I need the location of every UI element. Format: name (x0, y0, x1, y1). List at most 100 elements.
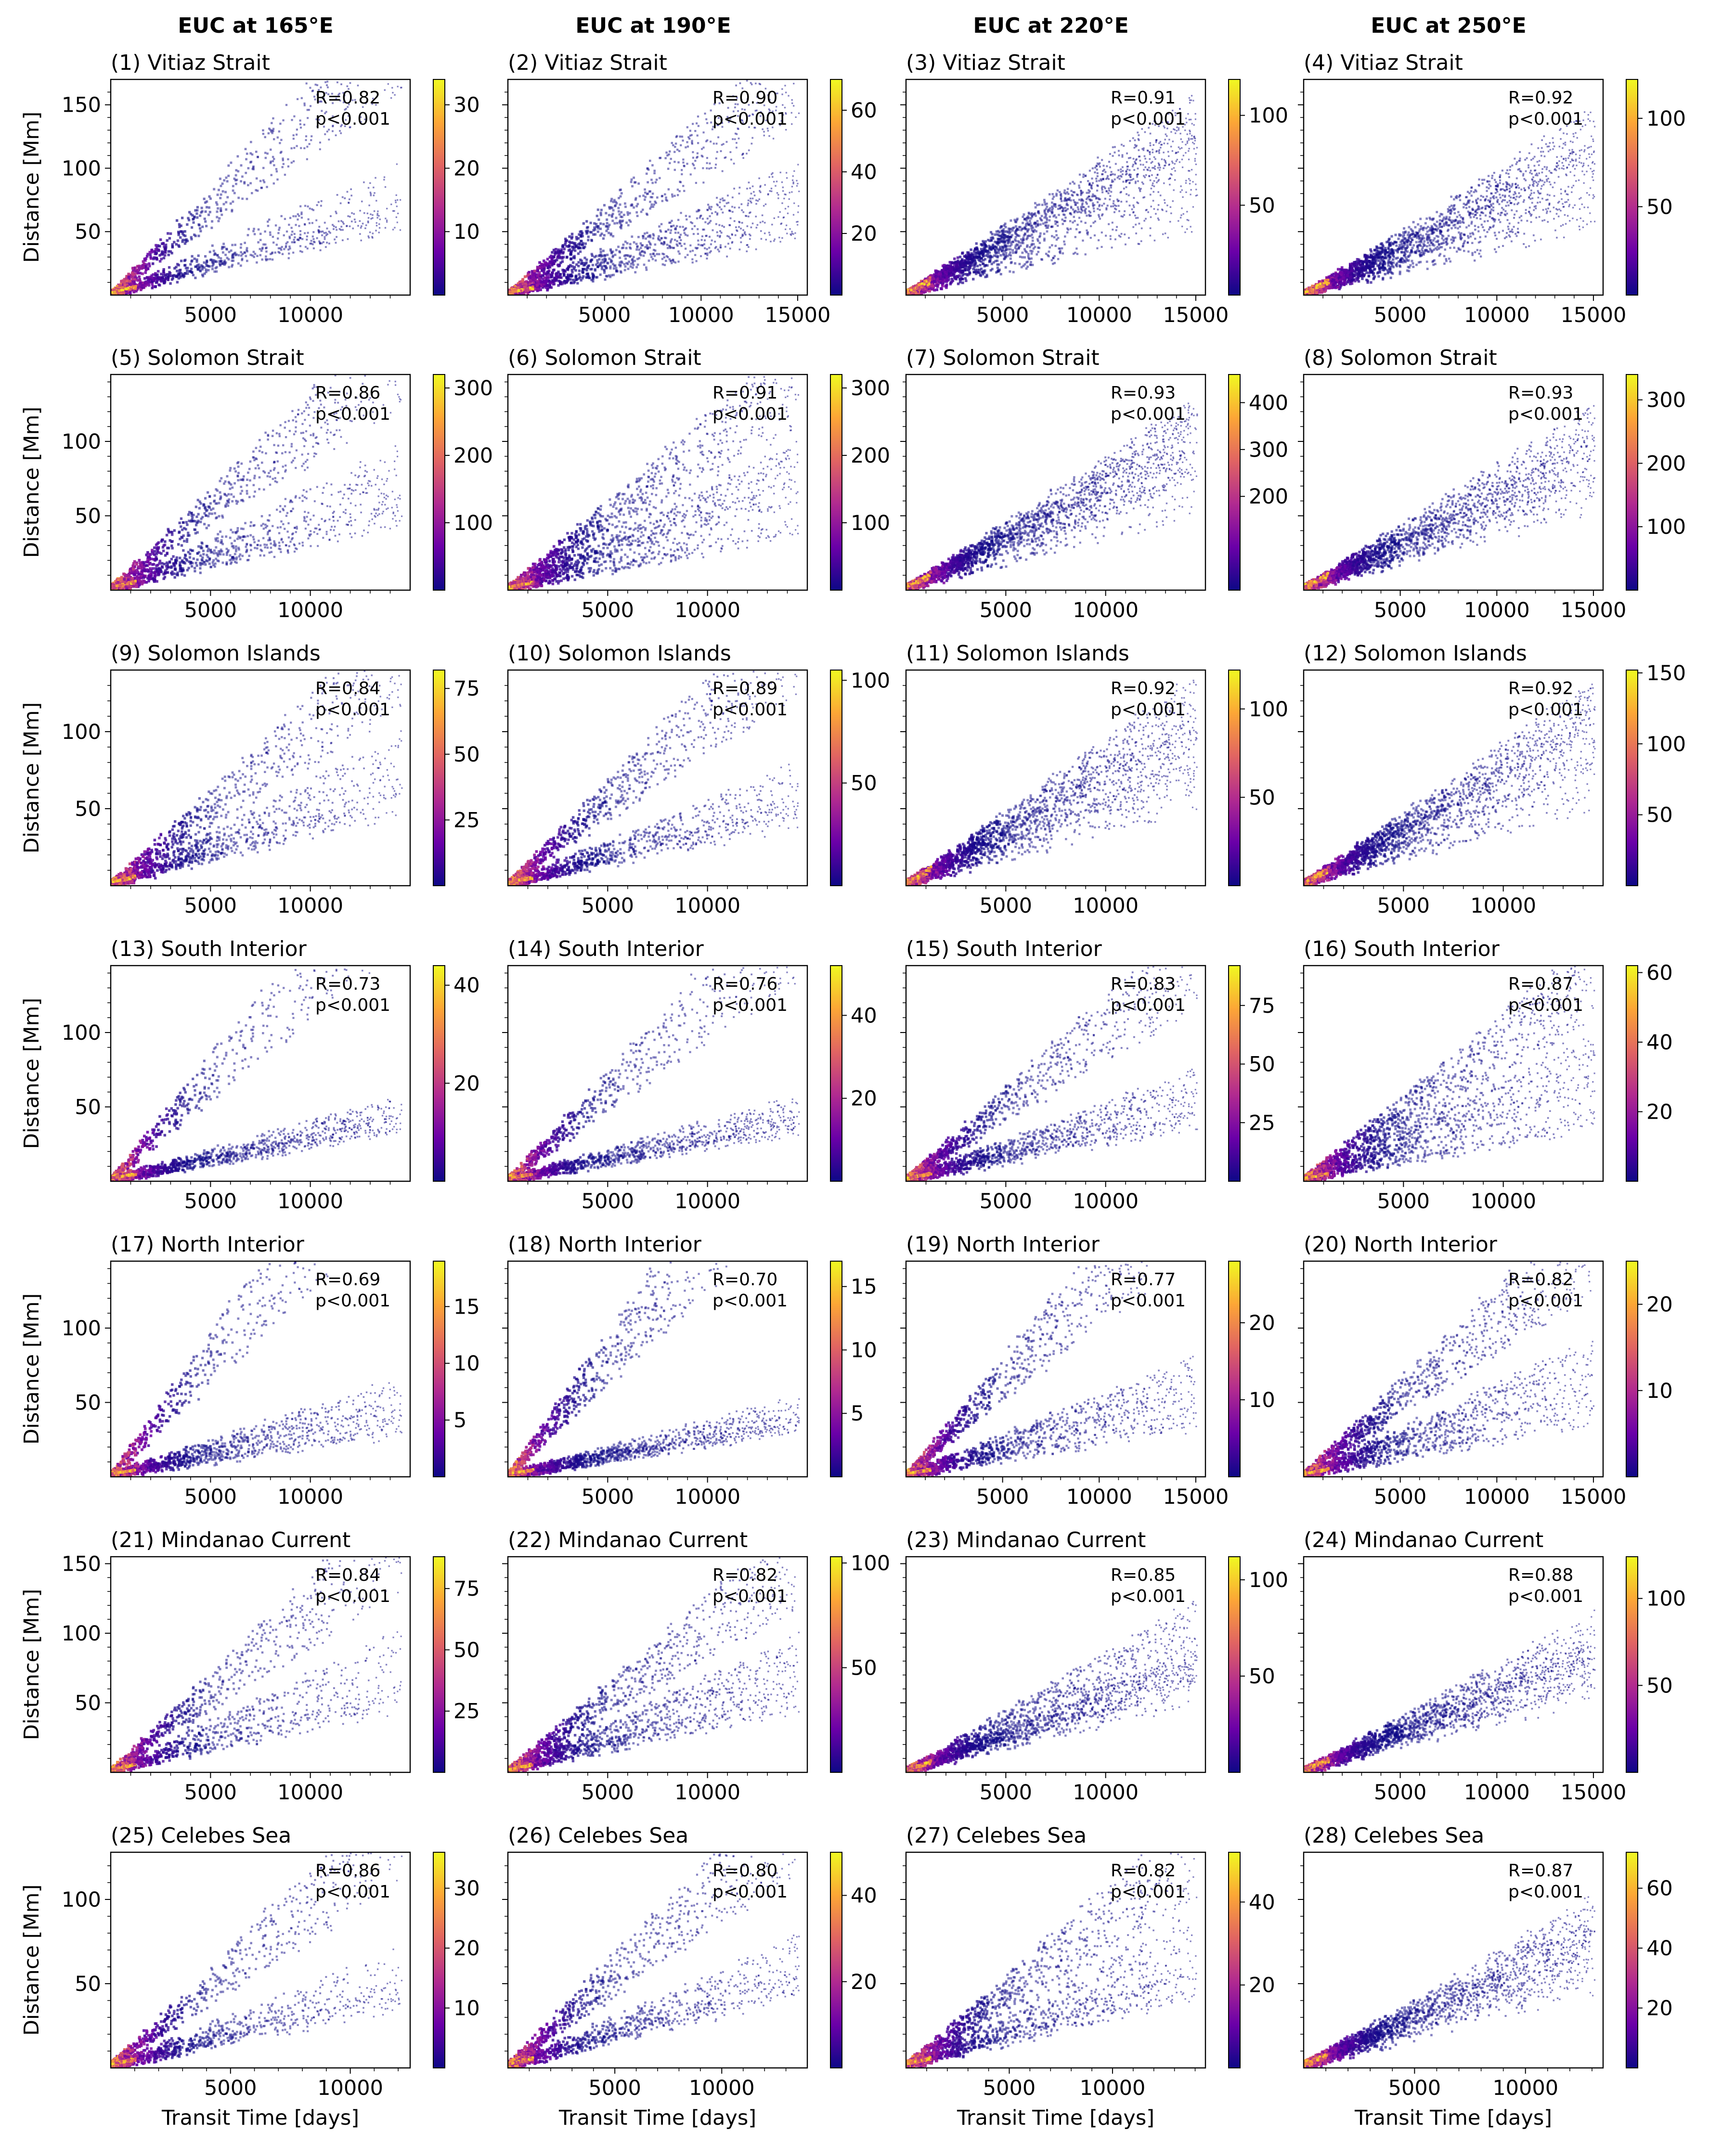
density-point (394, 227, 396, 229)
density-point (220, 209, 222, 212)
density-point (191, 226, 194, 229)
density-core-point (116, 290, 118, 293)
density-point (634, 271, 637, 273)
density-point (602, 223, 605, 226)
density-point (190, 236, 193, 239)
density-point (791, 186, 793, 188)
density-point (719, 230, 721, 232)
density-point (623, 255, 626, 257)
density-point (1143, 168, 1145, 171)
density-point (1144, 157, 1146, 160)
density-point (544, 286, 547, 289)
density-point (651, 193, 654, 195)
density-point (725, 202, 728, 205)
density-point (1158, 125, 1160, 127)
density-point (1101, 205, 1103, 207)
density-point (363, 212, 365, 214)
density-point (1190, 99, 1192, 101)
density-point (253, 228, 255, 230)
density-point (156, 248, 159, 252)
density-point (600, 232, 603, 235)
density-point (649, 159, 651, 162)
density-point (1086, 203, 1088, 205)
density-point (349, 82, 351, 84)
density-point (748, 215, 750, 218)
density-point (548, 279, 551, 282)
density-core-point (121, 288, 124, 291)
density-point (396, 206, 398, 207)
density-point (1178, 127, 1180, 129)
density-point (384, 227, 387, 229)
density-point (621, 216, 623, 219)
density-point (1049, 193, 1051, 195)
density-point (155, 251, 158, 254)
density-point (1011, 249, 1014, 252)
density-point (333, 228, 335, 230)
density-point (1174, 170, 1176, 172)
density-core-point (134, 285, 137, 288)
density-point (1051, 207, 1054, 209)
density-point (1116, 198, 1118, 201)
density-point (649, 243, 652, 246)
density-point (719, 236, 721, 238)
density-point (761, 214, 764, 217)
density-point (1016, 219, 1018, 221)
density-point (596, 208, 599, 211)
density-point (262, 132, 265, 135)
density-point (1191, 95, 1193, 97)
density-point (759, 90, 761, 93)
density-point (1132, 137, 1134, 139)
density-point (121, 286, 124, 289)
density-point (768, 91, 771, 93)
density-point (552, 283, 555, 286)
density-point (741, 119, 743, 122)
density-point (1080, 190, 1083, 193)
density-point (295, 224, 297, 226)
density-point (575, 236, 578, 239)
density-point (762, 220, 764, 222)
density-point (528, 275, 531, 278)
density-point (950, 261, 954, 264)
density-point (647, 181, 649, 183)
density-point (564, 239, 568, 242)
density-point (704, 112, 706, 115)
density-point (223, 259, 226, 262)
density-point (719, 206, 721, 208)
density-point (147, 282, 150, 285)
density-point (599, 273, 602, 276)
density-point (607, 225, 610, 228)
density-point (156, 277, 160, 280)
density-point (531, 270, 534, 273)
density-point (611, 207, 614, 209)
density-point (619, 203, 621, 206)
density-point (570, 232, 574, 235)
density-point (712, 229, 714, 232)
density-point (1088, 189, 1090, 192)
density-point (1099, 204, 1101, 206)
density-point (793, 202, 795, 204)
density-point (241, 258, 244, 260)
density-point (620, 227, 622, 230)
density-point (1138, 187, 1140, 189)
density-point (594, 233, 597, 236)
density-point (659, 229, 661, 232)
density-point (548, 265, 551, 268)
density-point (994, 240, 997, 244)
density-point (277, 251, 280, 253)
density-point (339, 100, 341, 102)
density-point (318, 89, 320, 91)
density-point (384, 186, 387, 188)
density-point (1112, 155, 1114, 157)
density-point (610, 274, 613, 277)
density-point (563, 269, 566, 272)
density-point (267, 132, 270, 135)
density-point (744, 109, 746, 111)
density-point (671, 262, 673, 264)
density-point (706, 208, 709, 211)
density-point (557, 276, 560, 279)
density-point (689, 244, 692, 246)
density-point (155, 281, 158, 284)
density-core-point (508, 291, 511, 294)
density-point (195, 212, 198, 215)
density-point (245, 158, 247, 161)
